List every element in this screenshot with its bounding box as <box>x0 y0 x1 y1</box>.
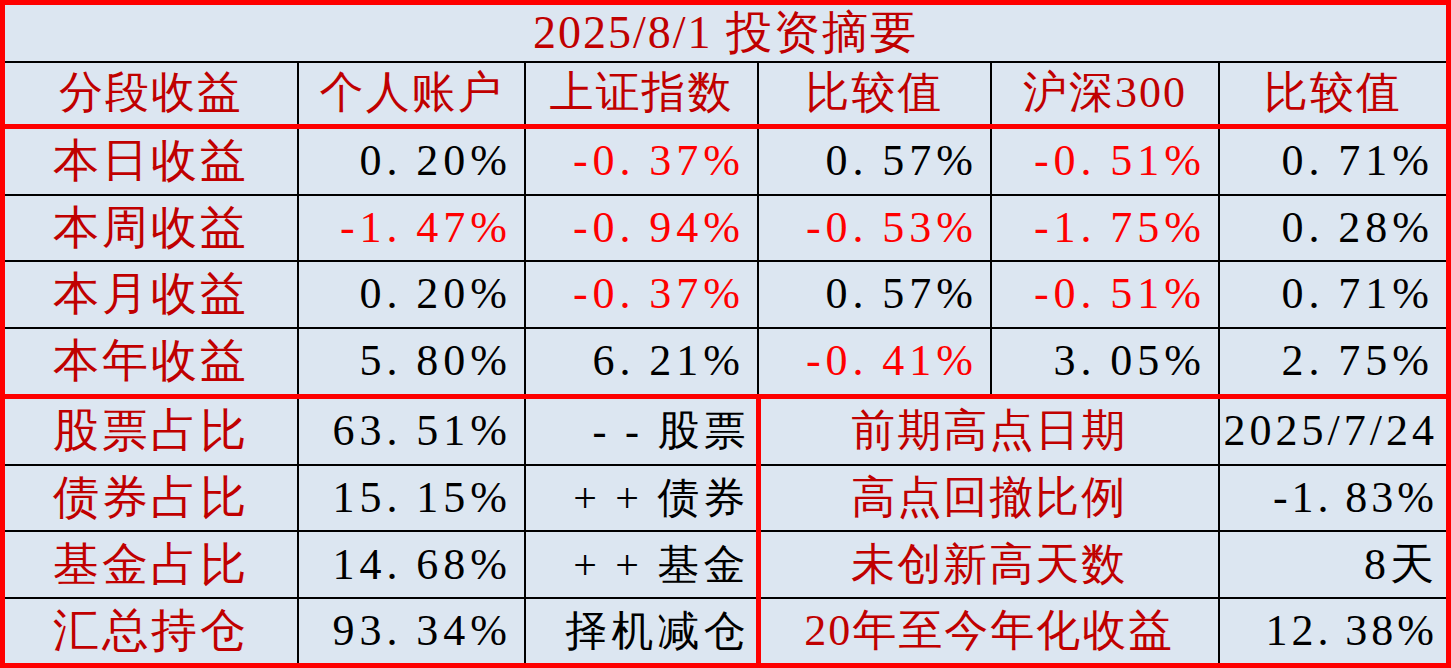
compare-sse-value: -0. 41% <box>758 328 991 397</box>
sse-index-value: -0. 94% <box>525 195 758 262</box>
personal-account-value: 0. 20% <box>298 126 525 195</box>
compare-csi-value: 0. 28% <box>1219 195 1446 262</box>
table-row-yearly-return: 本年收益 5. 80% 6. 21% -0. 41% 3. 05% 2. 75% <box>5 328 1446 397</box>
stat-value: 12. 38% <box>1219 598 1446 663</box>
stat-label: 前期高点日期 <box>758 396 1219 465</box>
column-header-csi300: 沪深300 <box>991 62 1219 126</box>
stat-label: 20年至今年化收益 <box>758 598 1219 663</box>
column-header-sse-index: 上证指数 <box>525 62 758 126</box>
personal-account-value: -1. 47% <box>298 195 525 262</box>
portfolio-value: 15. 15% <box>298 465 525 532</box>
row-label: 本周收益 <box>5 195 298 262</box>
portfolio-label: 汇总持仓 <box>5 598 298 663</box>
csi300-value: 3. 05% <box>991 328 1219 397</box>
portfolio-value: 63. 51% <box>298 396 525 465</box>
portfolio-note: + + 基金 <box>525 531 758 598</box>
compare-sse-value: -0. 53% <box>758 195 991 262</box>
table-row-monthly-return: 本月收益 0. 20% -0. 37% 0. 57% -0. 51% 0. 71… <box>5 261 1446 328</box>
personal-account-value: 5. 80% <box>298 328 525 397</box>
stat-label: 高点回撤比例 <box>758 465 1219 532</box>
row-label: 本月收益 <box>5 261 298 328</box>
compare-csi-value: 0. 71% <box>1219 126 1446 195</box>
row-label: 本日收益 <box>5 126 298 195</box>
table-row-daily-return: 本日收益 0. 20% -0. 37% 0. 57% -0. 51% 0. 71… <box>5 126 1446 195</box>
csi300-value: -1. 75% <box>991 195 1219 262</box>
sse-index-value: -0. 37% <box>525 261 758 328</box>
table-row-weekly-return: 本周收益 -1. 47% -0. 94% -0. 53% -1. 75% 0. … <box>5 195 1446 262</box>
csi300-value: -0. 51% <box>991 126 1219 195</box>
column-header-compare-sse: 比较值 <box>758 62 991 126</box>
csi300-value: -0. 51% <box>991 261 1219 328</box>
table-row-total-position: 汇总持仓 93. 34% 择机减仓 20年至今年化收益 12. 38% <box>5 598 1446 663</box>
row-label: 本年收益 <box>5 328 298 397</box>
portfolio-note: 择机减仓 <box>525 598 758 663</box>
stat-value: 8天 <box>1219 531 1446 598</box>
table-row-fund-allocation: 基金占比 14. 68% + + 基金 未创新高天数 8天 <box>5 531 1446 598</box>
portfolio-note: - - 股票 <box>525 396 758 465</box>
portfolio-note: + + 债券 <box>525 465 758 532</box>
sse-index-value: -0. 37% <box>525 126 758 195</box>
compare-sse-value: 0. 57% <box>758 126 991 195</box>
table-row-stock-allocation: 股票占比 63. 51% - - 股票 前期高点日期 2025/7/24 <box>5 396 1446 465</box>
compare-sse-value: 0. 57% <box>758 261 991 328</box>
sse-index-value: 6. 21% <box>525 328 758 397</box>
compare-csi-value: 2. 75% <box>1219 328 1446 397</box>
column-header-compare-csi: 比较值 <box>1219 62 1446 126</box>
column-header-segment-return: 分段收益 <box>5 62 298 126</box>
portfolio-label: 债券占比 <box>5 465 298 532</box>
portfolio-value: 14. 68% <box>298 531 525 598</box>
investment-summary-sheet: 2025/8/1 投资摘要 分段收益 个人账户 上证指数 比较值 沪深300 比… <box>0 0 1451 668</box>
title-row: 2025/8/1 投资摘要 <box>5 5 1446 62</box>
report-title: 2025/8/1 投资摘要 <box>5 5 1446 62</box>
stat-label: 未创新高天数 <box>758 531 1219 598</box>
compare-csi-value: 0. 71% <box>1219 261 1446 328</box>
personal-account-value: 0. 20% <box>298 261 525 328</box>
portfolio-value: 93. 34% <box>298 598 525 663</box>
header-row: 分段收益 个人账户 上证指数 比较值 沪深300 比较值 <box>5 62 1446 126</box>
portfolio-label: 基金占比 <box>5 531 298 598</box>
stat-value: -1. 83% <box>1219 465 1446 532</box>
table-row-bond-allocation: 债券占比 15. 15% + + 债券 高点回撤比例 -1. 83% <box>5 465 1446 532</box>
investment-summary-table: 2025/8/1 投资摘要 分段收益 个人账户 上证指数 比较值 沪深300 比… <box>5 5 1446 663</box>
column-header-personal-account: 个人账户 <box>298 62 525 126</box>
portfolio-label: 股票占比 <box>5 396 298 465</box>
stat-value: 2025/7/24 <box>1219 396 1446 465</box>
